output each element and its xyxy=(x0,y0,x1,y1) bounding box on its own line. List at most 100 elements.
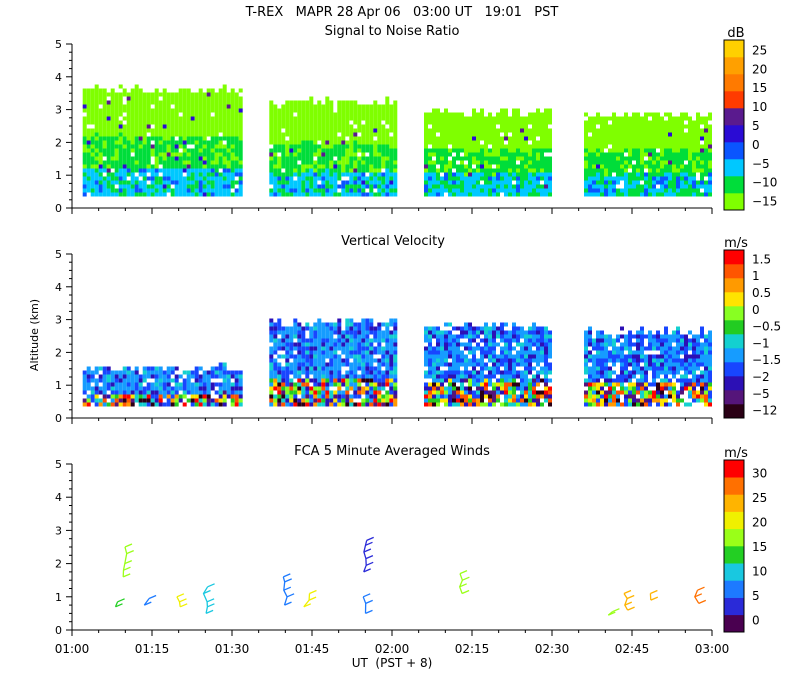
data-cell xyxy=(436,176,440,181)
data-cell xyxy=(700,172,704,177)
data-cell xyxy=(289,160,294,165)
data-cell xyxy=(512,370,516,375)
data-cell xyxy=(321,188,326,193)
data-cell xyxy=(353,176,358,181)
data-cell xyxy=(652,116,656,121)
data-cell xyxy=(309,156,314,161)
data-cell xyxy=(381,370,386,375)
data-cell xyxy=(210,398,215,403)
data-cell xyxy=(500,354,504,359)
data-cell xyxy=(476,394,480,399)
data-cell xyxy=(624,124,628,129)
data-cell xyxy=(214,382,219,387)
data-cell xyxy=(365,104,370,109)
data-cell xyxy=(536,188,540,193)
data-cell xyxy=(520,374,524,379)
data-cell xyxy=(130,112,135,117)
data-cell xyxy=(313,402,318,407)
data-cell xyxy=(178,152,183,157)
data-cell xyxy=(600,374,604,379)
data-cell xyxy=(214,120,219,125)
data-cell xyxy=(158,128,163,133)
data-cell xyxy=(456,386,460,391)
data-cell xyxy=(134,398,139,403)
data-cell xyxy=(504,152,508,157)
data-cell xyxy=(130,136,135,141)
data-cell xyxy=(198,374,203,379)
data-cell xyxy=(90,168,95,173)
data-cell xyxy=(381,152,386,157)
data-cell xyxy=(592,374,596,379)
data-cell xyxy=(512,390,516,395)
data-cell xyxy=(512,188,516,193)
data-cell xyxy=(528,394,532,399)
data-cell xyxy=(277,144,282,149)
data-cell xyxy=(512,160,516,165)
data-cell xyxy=(277,168,282,173)
data-cell xyxy=(273,398,278,403)
data-cell xyxy=(277,398,282,403)
data-cell xyxy=(652,366,656,371)
data-cell xyxy=(349,394,354,399)
data-cell xyxy=(317,144,322,149)
data-cell xyxy=(190,184,195,189)
data-cell xyxy=(369,148,374,153)
data-cell xyxy=(432,148,436,153)
data-cell xyxy=(452,172,456,177)
data-cell xyxy=(612,112,616,117)
data-cell xyxy=(238,144,243,149)
data-cell xyxy=(317,128,322,133)
data-cell xyxy=(277,402,282,407)
data-cell xyxy=(612,390,616,395)
data-cell xyxy=(656,394,660,399)
data-cell xyxy=(305,350,310,355)
data-cell xyxy=(285,362,290,367)
data-cell xyxy=(644,402,648,407)
data-cell xyxy=(170,100,175,105)
data-cell xyxy=(548,136,552,141)
data-cell xyxy=(301,398,306,403)
data-cell xyxy=(373,152,378,157)
data-cell xyxy=(353,334,358,339)
data-cell xyxy=(94,188,99,193)
data-cell xyxy=(524,180,528,185)
data-cell xyxy=(198,92,203,97)
data-cell xyxy=(90,160,95,165)
data-cell xyxy=(385,120,390,125)
data-cell xyxy=(584,184,588,189)
data-cell xyxy=(90,394,95,399)
data-cell xyxy=(170,140,175,145)
data-cell xyxy=(134,164,139,169)
data-cell xyxy=(424,160,428,165)
data-cell xyxy=(544,346,548,351)
data-cell xyxy=(297,116,302,121)
data-cell xyxy=(289,184,294,189)
data-cell xyxy=(321,164,326,169)
data-cell xyxy=(134,104,139,109)
data-cell xyxy=(536,346,540,351)
data-cell xyxy=(504,402,508,407)
data-cell xyxy=(381,334,386,339)
data-cell xyxy=(644,386,648,391)
data-cell xyxy=(126,402,131,407)
data-cell xyxy=(492,350,496,355)
data-cell xyxy=(349,156,354,161)
data-cell xyxy=(628,346,632,351)
data-cell xyxy=(448,330,452,335)
data-cell xyxy=(273,104,278,109)
data-cell xyxy=(357,358,362,363)
data-cell xyxy=(708,152,712,157)
data-cell xyxy=(202,394,207,399)
data-cell xyxy=(349,370,354,375)
data-cell xyxy=(118,144,123,149)
data-cell xyxy=(98,172,103,177)
data-cell xyxy=(190,382,195,387)
data-cell xyxy=(198,180,203,185)
data-cell xyxy=(269,116,274,121)
data-cell xyxy=(656,390,660,395)
data-cell xyxy=(644,136,648,141)
data-cell xyxy=(218,402,223,407)
data-cell xyxy=(628,128,632,133)
data-cell xyxy=(337,168,342,173)
data-cell xyxy=(440,358,444,363)
